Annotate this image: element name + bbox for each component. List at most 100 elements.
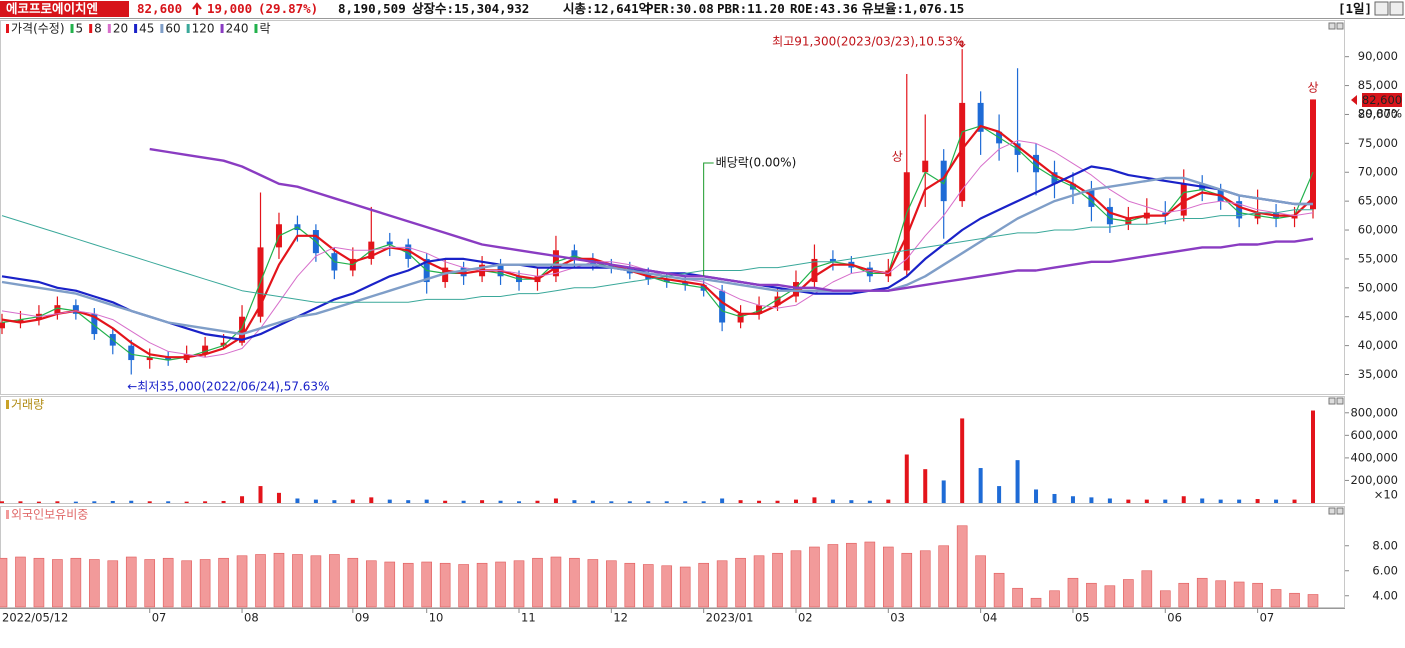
candle-body [460,267,467,277]
y-tick-label: 4.00 [1372,588,1398,602]
x-tick-label: 09 [355,611,370,625]
y-tick-label: 200,000 [1350,473,1398,487]
volume-bar [387,499,392,503]
candle-body [1180,183,1187,216]
volume-bar [369,497,374,503]
volume-bar [738,500,743,503]
foreign-ratio-bar [735,557,746,608]
foreign-ratio-bar [495,561,506,608]
volume-bar [424,499,429,503]
volume-bar [775,500,780,503]
foreign-ratio-bar [218,557,229,608]
pane-icon [1328,22,1336,30]
legend-swatch [160,24,164,33]
candle-body [165,357,172,361]
legend-swatch [254,24,258,33]
legend-label: 20 [113,22,128,36]
volume-bar [221,500,226,503]
foreign-ratio-bar [1067,577,1079,608]
x-tick-label: 03 [890,611,905,625]
high-arrow [956,41,966,48]
foreign-ratio-bar [402,562,414,608]
volume-bar [1200,498,1205,503]
volume-bar [92,501,97,503]
dividend-line [703,162,714,276]
pane-title-swatch [6,400,9,409]
market-cap: 시총:12,641억 [563,1,650,16]
volume-bar [332,500,337,503]
foreign-ratio-bar [125,556,137,608]
name-box[interactable] [0,1,129,17]
last-price-pointer [1351,95,1357,105]
foreign-ratio-bar [1233,581,1245,608]
foreign-ratio-bar [199,559,211,608]
foreign-ratio-bar [661,565,673,608]
legend-swatch [6,24,9,33]
foreign-ratio-bar [181,560,192,608]
foreign-ratio-bar [89,559,100,608]
stock-name[interactable]: 에코프로에이치엔 [6,1,98,16]
candle-body [1162,212,1169,216]
foreign-ratio-bar [384,561,396,608]
x-tick-label: 07 [152,611,167,625]
y-tick-label: 90,000 [1358,49,1398,63]
volume-bar [406,500,411,503]
foreign-ratio-bar [1049,590,1060,608]
candle-body [72,305,79,314]
price-pane [0,20,1345,395]
moving-average-line [149,147,1314,292]
volume-bar [941,480,946,503]
moving-average-line [1,176,1313,336]
volume-bar [757,500,762,503]
foreign-ratio-bar [753,555,765,608]
candle-body [737,313,744,323]
candle-body [442,267,449,283]
price: 82,600 [137,1,182,16]
close-button[interactable] [1389,1,1404,16]
y-tick-label: 60,000 [1358,223,1398,237]
last-price-box [1362,93,1402,107]
volume-bar [849,500,854,503]
header-bar: 에코프로에이치엔 82,600 19,000 (29.87%) 8,190,50… [0,0,1405,19]
foreign-ratio-bar [1086,582,1097,608]
candle-body [571,250,578,259]
volume-bar [184,501,189,503]
header-bg [0,0,1405,18]
volume-bar [923,469,928,503]
foreign-ratio-bar [550,556,562,608]
reserve-ratio: 유보율:1,076.15 [862,1,964,16]
candle-body [756,305,763,314]
candle-body [128,345,135,361]
y-tick-label: 85,000 [1358,78,1398,92]
volume-bar [129,500,134,503]
foreign-ratio-bar [587,559,599,608]
foreign-ratio-bar [864,541,876,608]
listed-shares: 상장수:15,304,932 [412,1,529,16]
volume-bar [1034,489,1039,503]
foreign-ratio-bar [624,562,636,608]
volume-bar [1292,499,1297,503]
pane-icon [1336,507,1344,515]
volume-bar [1144,499,1149,503]
foreign-ratio-bar [292,554,303,608]
candle-body [719,290,726,323]
volume-bar [1015,460,1020,503]
candle-body [940,160,947,202]
volume-bar [313,499,318,503]
volume-bar [978,468,983,503]
y-tick-label: 45,000 [1358,309,1398,323]
foreign-ratio-bar [1159,590,1171,608]
foreign-ratio-bar [606,560,617,608]
low-annotation: ←최저35,000(2022/06/24),57.63% [127,380,329,394]
volume-bar [1126,499,1131,503]
foreign-ratio-bar [1141,570,1153,608]
legend-swatch [89,24,93,33]
volume-bar [461,500,466,503]
restore-button[interactable] [1374,1,1389,16]
foreign-ratio-bar [772,552,783,608]
volume-bar [701,501,706,503]
last-change-label: 29.87% [1358,107,1402,121]
candle-body [959,102,966,202]
period[interactable]: [1일] [1338,1,1372,16]
